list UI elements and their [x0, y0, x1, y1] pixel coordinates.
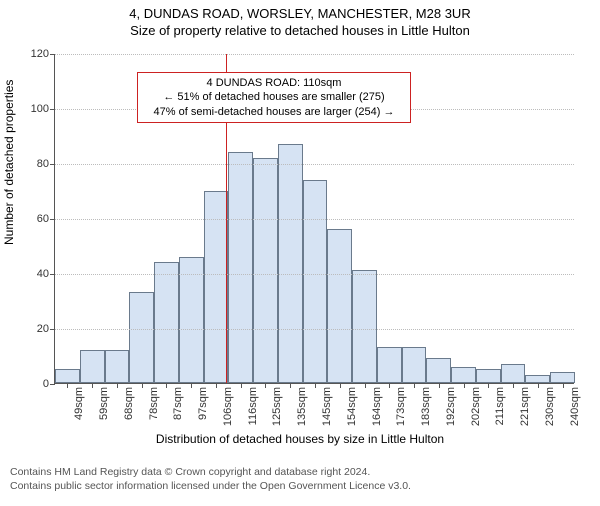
histogram-bar	[253, 158, 278, 384]
x-tick-label: 230sqm	[542, 387, 556, 426]
x-tick-label: 202sqm	[468, 387, 482, 426]
histogram-bar	[129, 292, 154, 383]
annotation-line: ← 51% of detached houses are smaller (27…	[144, 90, 404, 104]
histogram-bar	[426, 358, 451, 383]
x-tick-label: 125sqm	[269, 387, 283, 426]
annotation-line: 47% of semi-detached houses are larger (…	[144, 105, 404, 119]
x-tick-label: 68sqm	[121, 387, 135, 420]
y-tick-label: 0	[43, 378, 55, 390]
grid-line	[55, 219, 574, 220]
histogram-bar	[80, 350, 105, 383]
y-tick-label: 120	[31, 48, 55, 60]
histogram-bar	[303, 180, 328, 384]
y-axis-label: Number of detached properties	[2, 80, 16, 245]
x-tick-label: 106sqm	[220, 387, 234, 426]
x-tick-label: 192sqm	[443, 387, 457, 426]
histogram-bar	[476, 369, 501, 383]
annotation-box: 4 DUNDAS ROAD: 110sqm← 51% of detached h…	[137, 72, 411, 123]
x-tick-label: 154sqm	[344, 387, 358, 426]
x-axis-label: Distribution of detached houses by size …	[0, 432, 600, 446]
histogram-bar	[55, 369, 80, 383]
x-tick-label: 135sqm	[294, 387, 308, 426]
y-tick-label: 60	[37, 213, 55, 225]
x-tick-label: 221sqm	[517, 387, 531, 426]
x-tick-label: 59sqm	[96, 387, 110, 420]
x-tick-label: 173sqm	[393, 387, 407, 426]
y-tick-label: 20	[37, 323, 55, 335]
y-tick-label: 40	[37, 268, 55, 280]
annotation-line: 4 DUNDAS ROAD: 110sqm	[144, 76, 404, 90]
x-tick-label: 87sqm	[170, 387, 184, 420]
x-tick-label: 183sqm	[418, 387, 432, 426]
histogram-bar	[278, 144, 303, 383]
histogram-bar	[402, 347, 427, 383]
title-subtitle: Size of property relative to detached ho…	[0, 23, 600, 38]
histogram-bar	[327, 229, 352, 383]
histogram-bar	[451, 367, 476, 384]
grid-line	[55, 164, 574, 165]
footer-line-2: Contains public sector information licen…	[10, 480, 590, 494]
grid-line	[55, 329, 574, 330]
x-tick-label: 145sqm	[319, 387, 333, 426]
title-address: 4, DUNDAS ROAD, WORSLEY, MANCHESTER, M28…	[0, 6, 600, 21]
histogram-bar	[377, 347, 402, 383]
x-tick-label: 78sqm	[146, 387, 160, 420]
histogram-bar	[525, 375, 550, 383]
x-tick-label: 116sqm	[245, 387, 259, 425]
histogram-bar	[105, 350, 130, 383]
x-tick-label: 211sqm	[492, 387, 506, 425]
grid-line	[55, 54, 574, 55]
x-tick-label: 240sqm	[567, 387, 581, 426]
x-tick-label: 49sqm	[71, 387, 85, 420]
histogram-bar	[501, 364, 526, 383]
histogram-bar	[154, 262, 179, 383]
y-tick-label: 80	[37, 158, 55, 170]
histogram-bar	[550, 372, 575, 383]
histogram-bar	[179, 257, 204, 384]
y-tick-label: 100	[31, 103, 55, 115]
footer-line-1: Contains HM Land Registry data © Crown c…	[10, 466, 590, 480]
histogram-bar	[228, 152, 253, 383]
x-tick-label: 164sqm	[369, 387, 383, 426]
grid-line	[55, 274, 574, 275]
histogram-chart: Number of detached properties 0204060801…	[0, 42, 600, 462]
plot-area: 02040608010012049sqm59sqm68sqm78sqm87sqm…	[54, 54, 574, 384]
histogram-bar	[352, 270, 377, 383]
x-tick-label: 97sqm	[195, 387, 209, 420]
